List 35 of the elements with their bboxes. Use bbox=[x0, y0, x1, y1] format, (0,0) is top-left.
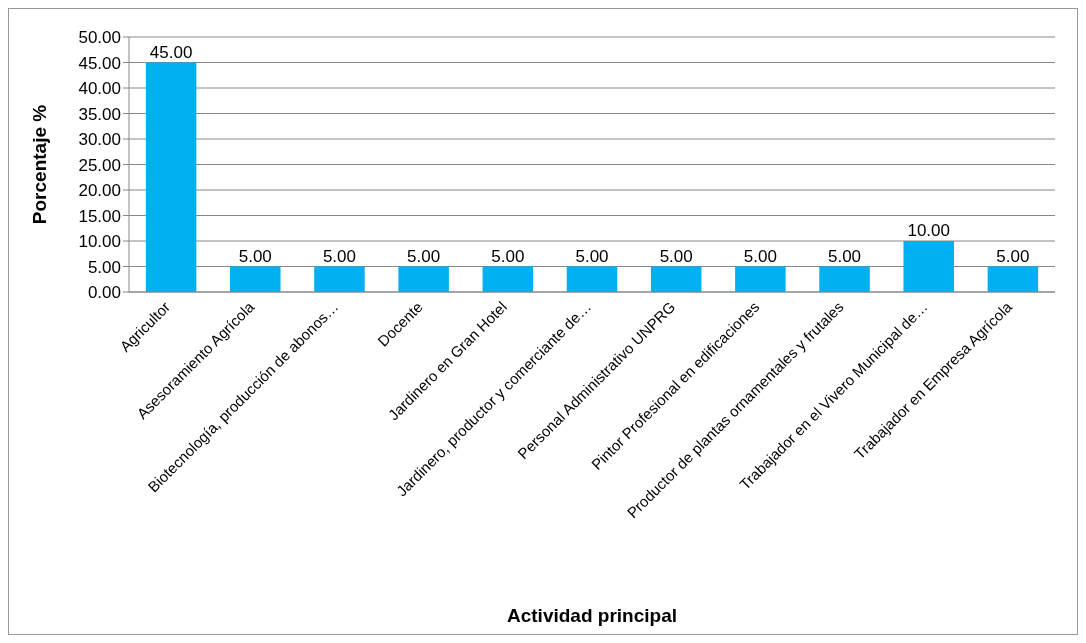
data-label: 5.00 bbox=[238, 246, 272, 266]
y-tick-label: 25.00 bbox=[78, 155, 121, 175]
y-tick-label: 50.00 bbox=[78, 28, 121, 48]
y-tick-label: 0.00 bbox=[87, 283, 121, 303]
data-label: 10.00 bbox=[907, 221, 950, 240]
bar bbox=[482, 266, 534, 292]
bar bbox=[735, 266, 786, 292]
y-tick-label: 35.00 bbox=[78, 104, 121, 124]
data-label: 5.00 bbox=[322, 246, 356, 266]
y-tick-label: 15.00 bbox=[78, 206, 121, 226]
data-label: 5.00 bbox=[743, 246, 777, 266]
data-label: 5.00 bbox=[491, 246, 525, 266]
bar bbox=[566, 266, 618, 292]
data-label: 5.00 bbox=[828, 246, 862, 266]
y-tick-label: 40.00 bbox=[78, 79, 121, 99]
y-tick-label: 20.00 bbox=[78, 181, 121, 201]
data-label: 5.00 bbox=[575, 246, 609, 266]
bar bbox=[819, 266, 870, 292]
bar bbox=[987, 266, 1039, 292]
bar bbox=[650, 266, 702, 292]
data-label: 45.00 bbox=[149, 42, 193, 62]
bar bbox=[314, 266, 365, 292]
data-label: 5.00 bbox=[996, 246, 1030, 266]
bar bbox=[145, 62, 197, 292]
bar bbox=[903, 241, 954, 292]
bar bbox=[230, 266, 281, 292]
bar bbox=[398, 266, 449, 292]
x-axis-title: Actividad principal bbox=[507, 605, 677, 626]
y-tick-label: 30.00 bbox=[78, 130, 121, 150]
data-label: 5.00 bbox=[659, 246, 693, 266]
y-axis-title: Porcentaje % bbox=[28, 104, 50, 225]
data-label: 5.00 bbox=[407, 246, 441, 266]
y-tick-label: 45.00 bbox=[78, 53, 121, 73]
y-tick-label: 5.00 bbox=[87, 257, 121, 277]
y-tick-label: 10.00 bbox=[78, 232, 121, 252]
